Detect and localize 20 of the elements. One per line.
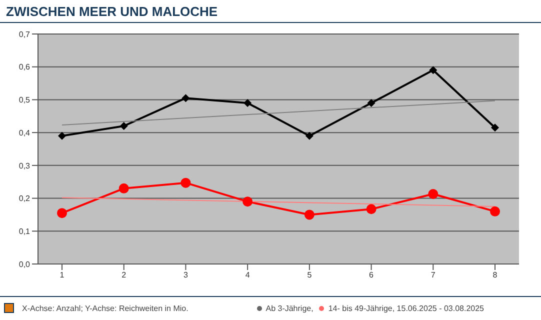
y-tick-label: 0,5	[18, 96, 31, 105]
y-tick-label: 0,1	[18, 226, 31, 236]
x-tick-label: 7	[430, 270, 436, 280]
y-tick-label: 0,4	[18, 128, 31, 138]
y-tick-label: 0,7	[18, 30, 31, 39]
y-tick-label: 0,3	[18, 161, 31, 170]
chart-title: ZWISCHEN MEER UND MALOCHE	[6, 4, 218, 19]
text: X-Achse: Anzahl; Y-Achse: Reichweiten in Mio.	[22, 304, 188, 312]
x-tick-label: 5	[307, 270, 312, 280]
y-tick-label: 0,0	[18, 260, 31, 269]
x-tick-label: 2	[122, 270, 127, 280]
x-tick-label: 6	[369, 270, 374, 280]
legend-label: Ab 3-Jährige,	[266, 304, 314, 312]
x-tick-label: 8	[492, 270, 498, 280]
legend-label: 14- bis 49-Jährige, 15.06.2025 - 03.08.2025	[328, 304, 484, 312]
x-tick-label: 4	[245, 270, 250, 280]
x-tick-label: 3	[183, 270, 188, 280]
y-tick-label: 0,2	[18, 194, 31, 204]
x-tick-label: 1	[60, 270, 65, 280]
y-tick-label: 0,6	[18, 62, 31, 72]
